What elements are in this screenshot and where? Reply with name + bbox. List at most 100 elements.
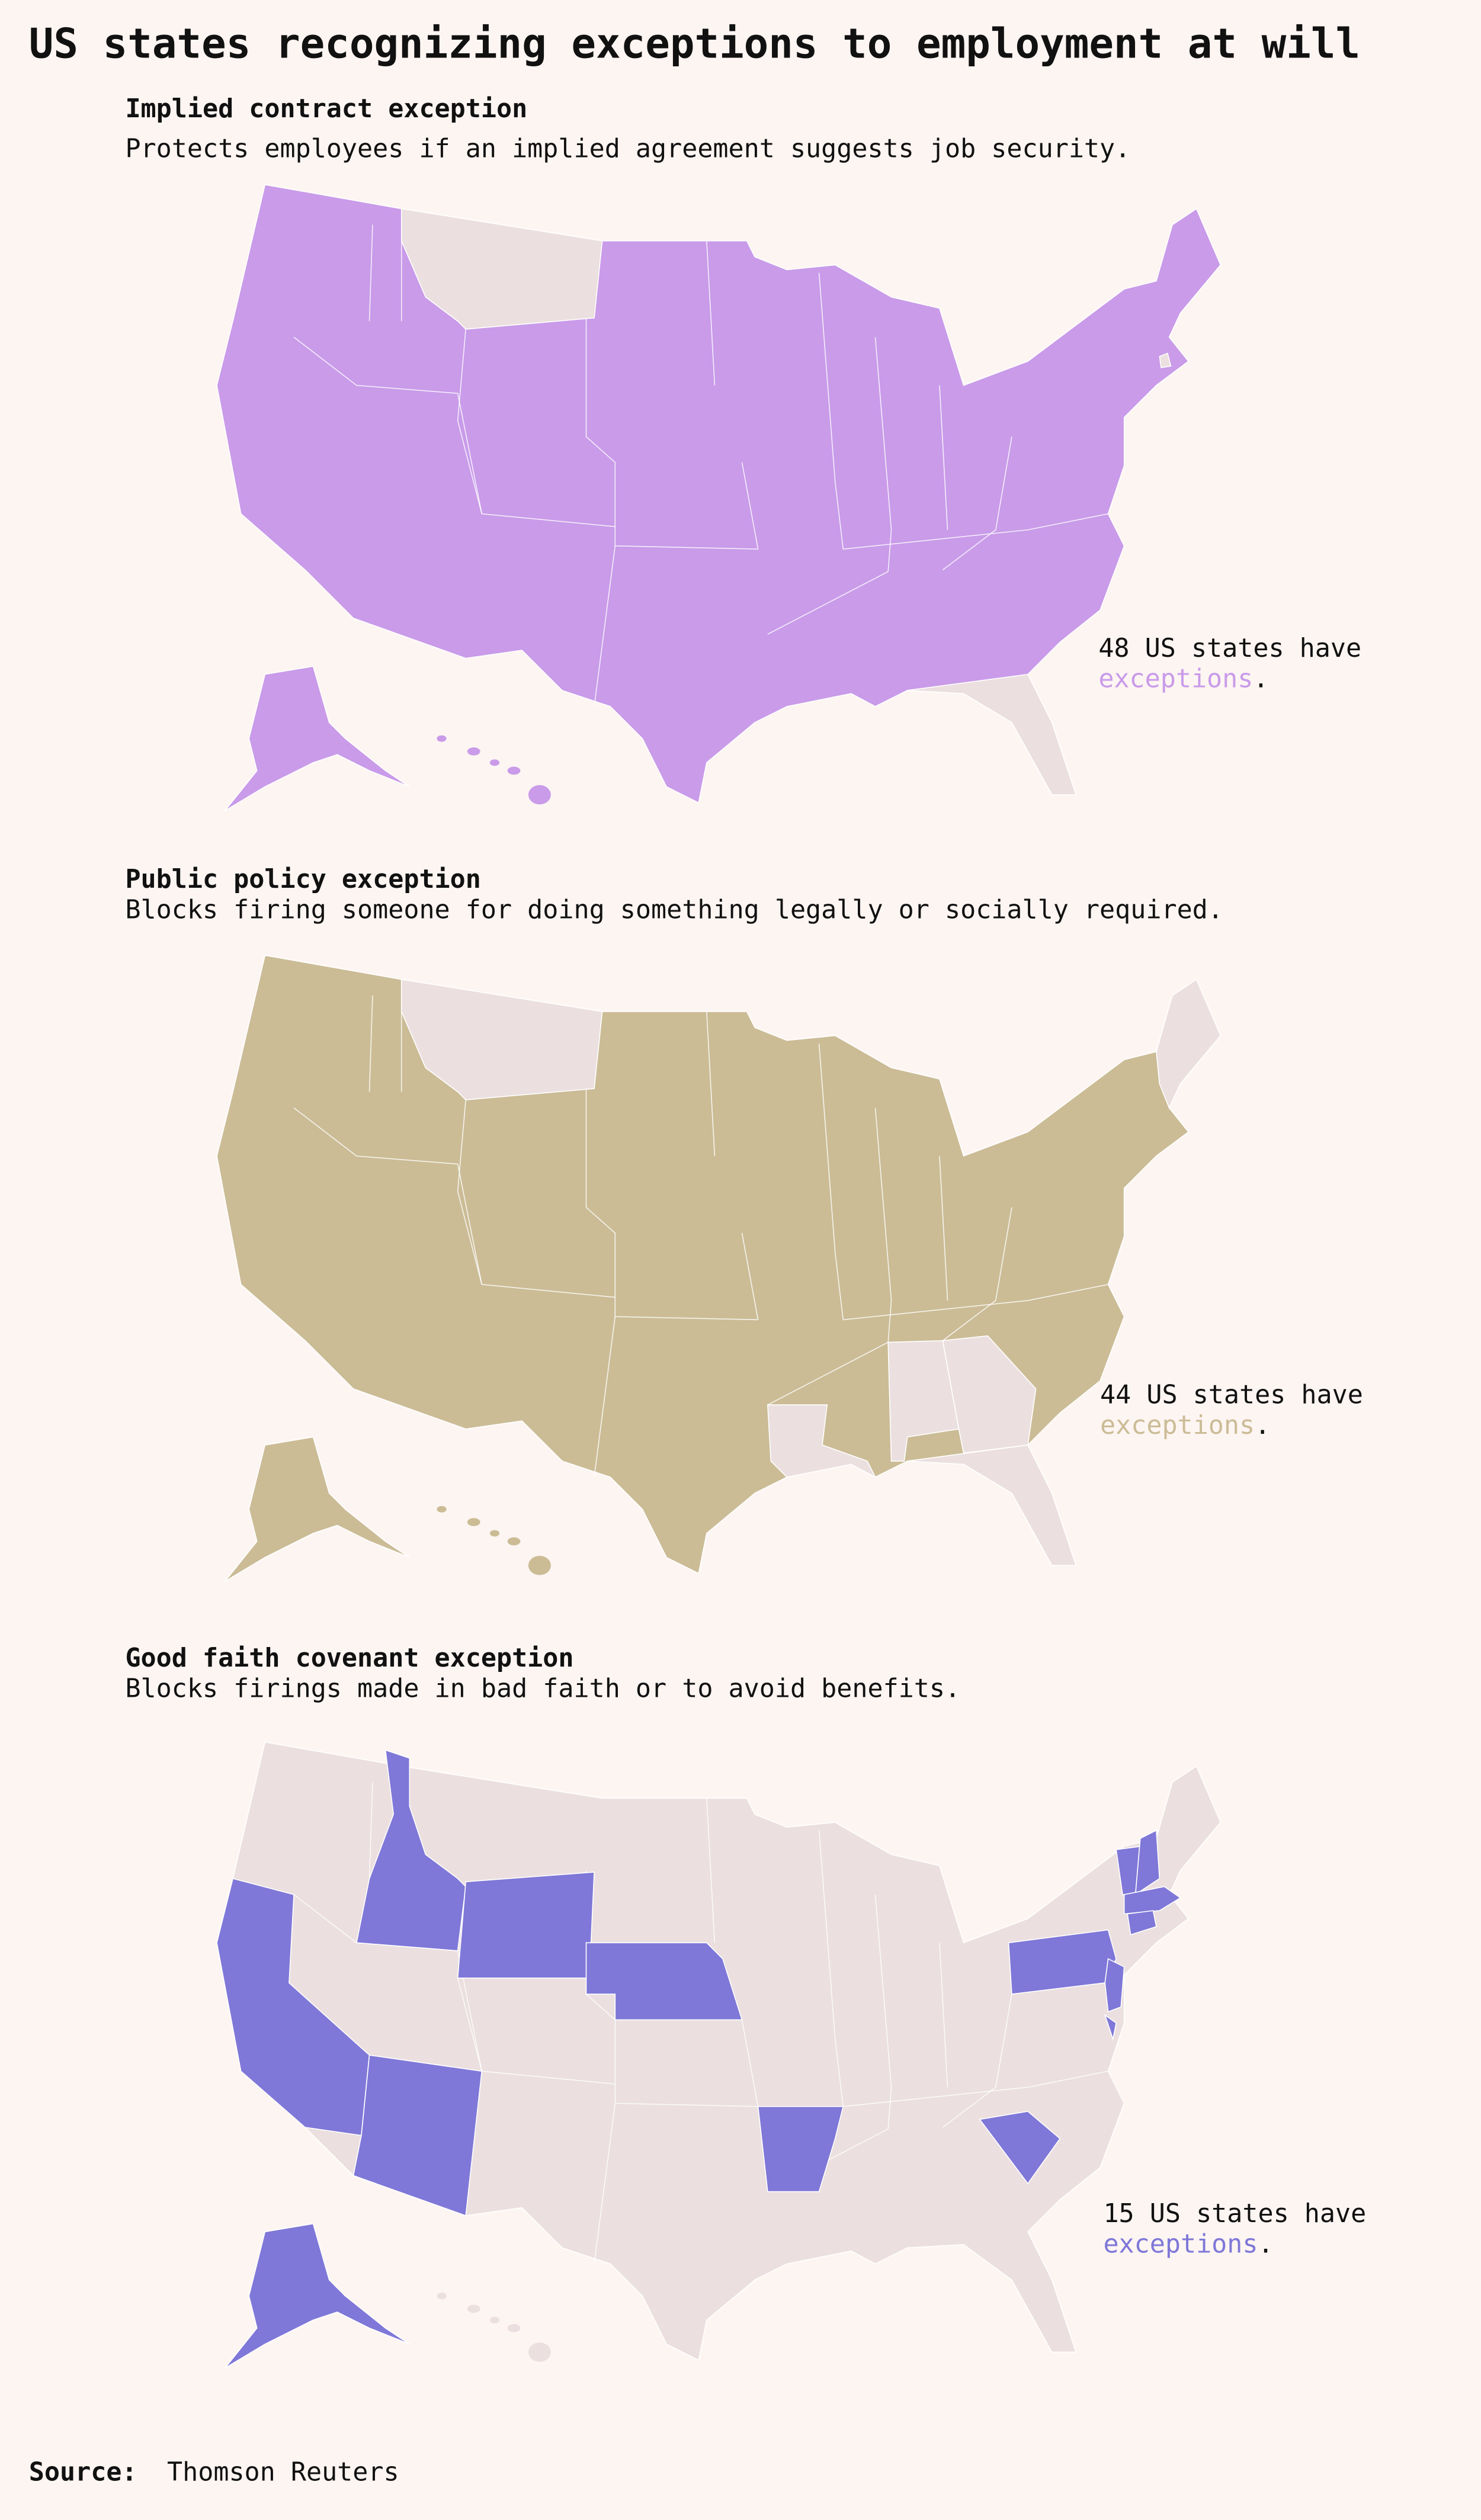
hawaii-island — [467, 2304, 480, 2313]
highlight-word: exceptions — [1098, 664, 1253, 694]
hawaii-island — [437, 735, 447, 742]
state-border — [843, 513, 1108, 550]
scene: US states recognizing exceptions to empl… — [29, 21, 1366, 2487]
state-border — [706, 1011, 716, 1156]
state-border — [594, 1316, 616, 1478]
state-with-exception — [1127, 1910, 1157, 1935]
hawaii-island — [507, 1537, 521, 1546]
state-border — [741, 462, 759, 550]
state-border — [939, 385, 948, 530]
state-border — [741, 2020, 759, 2107]
state-without-exception — [907, 1444, 1077, 1566]
state-border — [585, 313, 758, 550]
state-border — [939, 1943, 948, 2088]
state-without-exception — [400, 978, 603, 1100]
state-with-exception — [1104, 2014, 1117, 2041]
state-border — [482, 1283, 616, 1298]
hawaii-island — [507, 2324, 521, 2332]
section-heading: Public policy exception — [125, 865, 480, 894]
section-heading: Good faith covenant exception — [125, 1643, 573, 1673]
state-without-exception — [400, 208, 603, 330]
contiguous-states — [216, 184, 1222, 804]
state-border — [874, 1107, 892, 1343]
hawaii-island — [489, 759, 500, 766]
section-description: Protects employees if an implied agreeme… — [125, 134, 1130, 164]
count-note: 48 US states have — [1098, 634, 1361, 663]
source-text: Thomson Reuters — [167, 2457, 399, 2487]
state-with-exception — [1104, 1958, 1125, 2013]
state-border — [594, 2103, 616, 2264]
count-note-line: exceptions. — [1103, 2230, 1273, 2259]
state-border — [942, 1207, 1012, 1341]
state-without-exception — [907, 673, 1077, 795]
source: Source: Thomson Reuters — [29, 2457, 399, 2487]
state-border — [457, 1099, 483, 1285]
state-border — [741, 1232, 759, 1320]
state-border — [368, 995, 373, 1092]
hawaii-island — [489, 1530, 500, 1537]
alaska — [224, 1436, 410, 1582]
section: Implied contract exception Protects emplo… — [125, 94, 1361, 811]
state-without-exception — [1156, 978, 1222, 1109]
state-border — [368, 1782, 373, 1879]
count-note-line: exceptions. — [1100, 1411, 1270, 1440]
hawaii-island — [467, 1518, 480, 1526]
section-description: Blocks firings made in bad faith or to a… — [125, 1674, 960, 1704]
highlight-word: exceptions — [1103, 2230, 1258, 2259]
state-border — [585, 1083, 758, 1321]
state-border — [457, 329, 483, 514]
us-map — [216, 184, 1222, 811]
title: US states recognizing exceptions to empl… — [29, 21, 1360, 68]
state-without-exception — [767, 1404, 877, 1479]
state-with-exception — [352, 2054, 483, 2217]
count-note: 15 US states have — [1103, 2199, 1366, 2229]
state-border — [706, 240, 716, 386]
source-label: Source: — [29, 2457, 137, 2487]
highlight-word: exceptions — [1100, 1411, 1255, 1440]
hawaii-island — [467, 747, 480, 756]
alaska — [224, 666, 410, 811]
state-border — [767, 571, 889, 635]
us-map — [216, 1741, 1222, 2369]
state-border — [874, 337, 892, 572]
state-border — [818, 1044, 844, 1320]
state-border — [482, 2070, 616, 2085]
state-border — [818, 1830, 844, 2107]
hawaii-island — [437, 1505, 447, 1513]
state-border — [594, 545, 616, 707]
period: . — [1258, 2230, 1274, 2259]
state-border — [843, 2070, 1108, 2107]
state-border — [368, 224, 373, 322]
state-border — [293, 1894, 357, 1943]
state-border — [356, 384, 483, 514]
state-border — [706, 1798, 716, 1943]
state-border — [843, 1284, 1108, 1321]
state-border — [293, 1107, 357, 1157]
hawaii-island — [437, 2293, 447, 2300]
section-heading: Implied contract exception — [125, 94, 527, 124]
state-border — [767, 1341, 889, 1405]
state-with-exception — [457, 1871, 595, 1979]
hawaii-island — [507, 766, 521, 775]
state-with-exception — [757, 2106, 844, 2192]
state-border — [482, 513, 616, 528]
state-with-exception — [1123, 1886, 1182, 1915]
state-with-exception — [585, 1942, 743, 2021]
state-border — [356, 1155, 483, 1285]
section-description: Blocks firing someone for doing somethin… — [125, 895, 1223, 925]
hawaii-island — [528, 1555, 551, 1575]
state-border — [874, 1894, 892, 2129]
hawaii-island — [489, 2316, 500, 2323]
us-map — [216, 955, 1222, 1582]
state-with-exception — [1134, 1829, 1161, 1896]
state-with-exception — [979, 2111, 1061, 2185]
state-border — [942, 1993, 1012, 2128]
period: . — [1253, 664, 1268, 694]
state-with-exception — [224, 2223, 410, 2369]
state-border — [818, 272, 844, 550]
hawaii-island — [528, 785, 551, 805]
state-border — [293, 336, 357, 386]
